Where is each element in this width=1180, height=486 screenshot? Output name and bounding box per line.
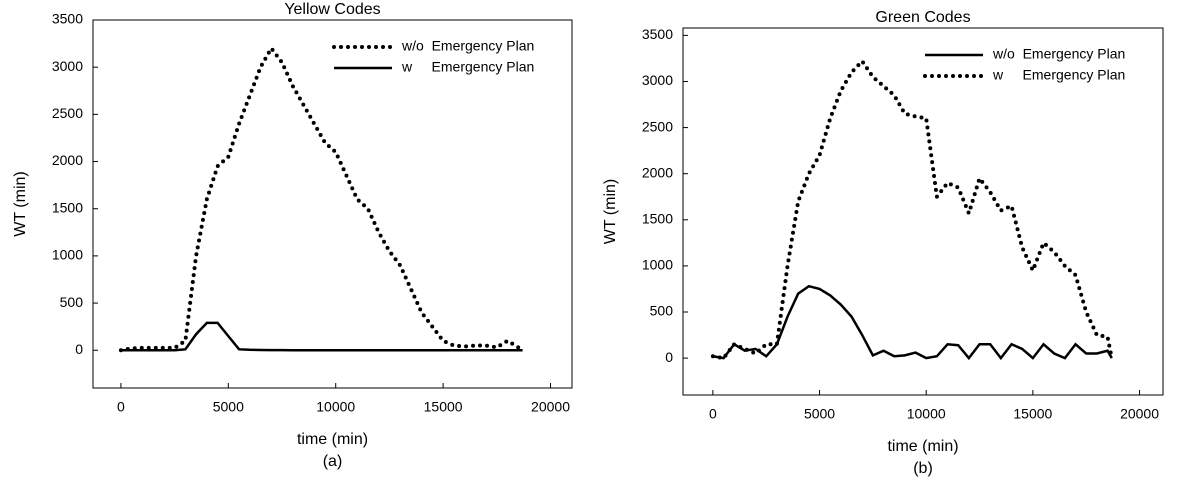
caption: (b) xyxy=(913,460,933,477)
y-tick-label: 0 xyxy=(665,349,673,365)
chart-title: Green Codes xyxy=(875,9,970,26)
y-tick-label: 500 xyxy=(60,294,84,310)
x-axis-label: time (min) xyxy=(887,438,958,455)
y-tick-label: 3500 xyxy=(642,26,673,42)
x-tick-label: 15000 xyxy=(424,399,463,415)
y-tick-label: 2000 xyxy=(642,164,673,180)
plot-frame xyxy=(92,19,573,389)
y-tick-label: 1500 xyxy=(642,211,673,227)
series-line xyxy=(712,284,1113,361)
x-tick-label: 0 xyxy=(709,406,717,422)
caption: (a) xyxy=(323,453,343,470)
y-tick-label: 500 xyxy=(650,303,674,319)
y-tick-label: 1000 xyxy=(52,247,83,263)
x-axis-label: time (min) xyxy=(297,431,368,448)
y-tick-label: 3000 xyxy=(642,72,673,88)
x-tick-label: 20000 xyxy=(1120,406,1159,422)
y-axis-label: WT (min) xyxy=(602,179,619,244)
y-tick-label: 1500 xyxy=(52,199,83,215)
legend-label: w Emergency Plan xyxy=(401,59,534,75)
x-tick-label: 15000 xyxy=(1013,406,1052,422)
y-tick-label: 0 xyxy=(75,341,83,357)
y-axis-label: WT (min) xyxy=(12,171,29,236)
y-tick-label: 1000 xyxy=(642,257,673,273)
x-tick-label: 10000 xyxy=(907,406,946,422)
series-line xyxy=(120,321,523,352)
legend-label: w Emergency Plan xyxy=(992,67,1125,83)
y-tick-label: 2500 xyxy=(52,105,83,121)
series-line xyxy=(710,58,1114,361)
x-tick-label: 5000 xyxy=(804,406,835,422)
x-tick-label: 20000 xyxy=(531,399,570,415)
y-tick-label: 2000 xyxy=(52,152,83,168)
y-tick-label: 3500 xyxy=(52,11,83,27)
legend-label: w/o Emergency Plan xyxy=(992,46,1125,62)
series-line xyxy=(118,44,525,353)
x-tick-label: 0 xyxy=(117,399,125,415)
y-tick-label: 2500 xyxy=(642,118,673,134)
x-tick-label: 5000 xyxy=(213,399,244,415)
x-tick-label: 10000 xyxy=(316,399,355,415)
y-tick-label: 3000 xyxy=(52,58,83,74)
plot-frame xyxy=(682,27,1164,396)
chart-title: Yellow Codes xyxy=(284,1,380,18)
legend-label: w/o Emergency Plan xyxy=(401,38,534,54)
